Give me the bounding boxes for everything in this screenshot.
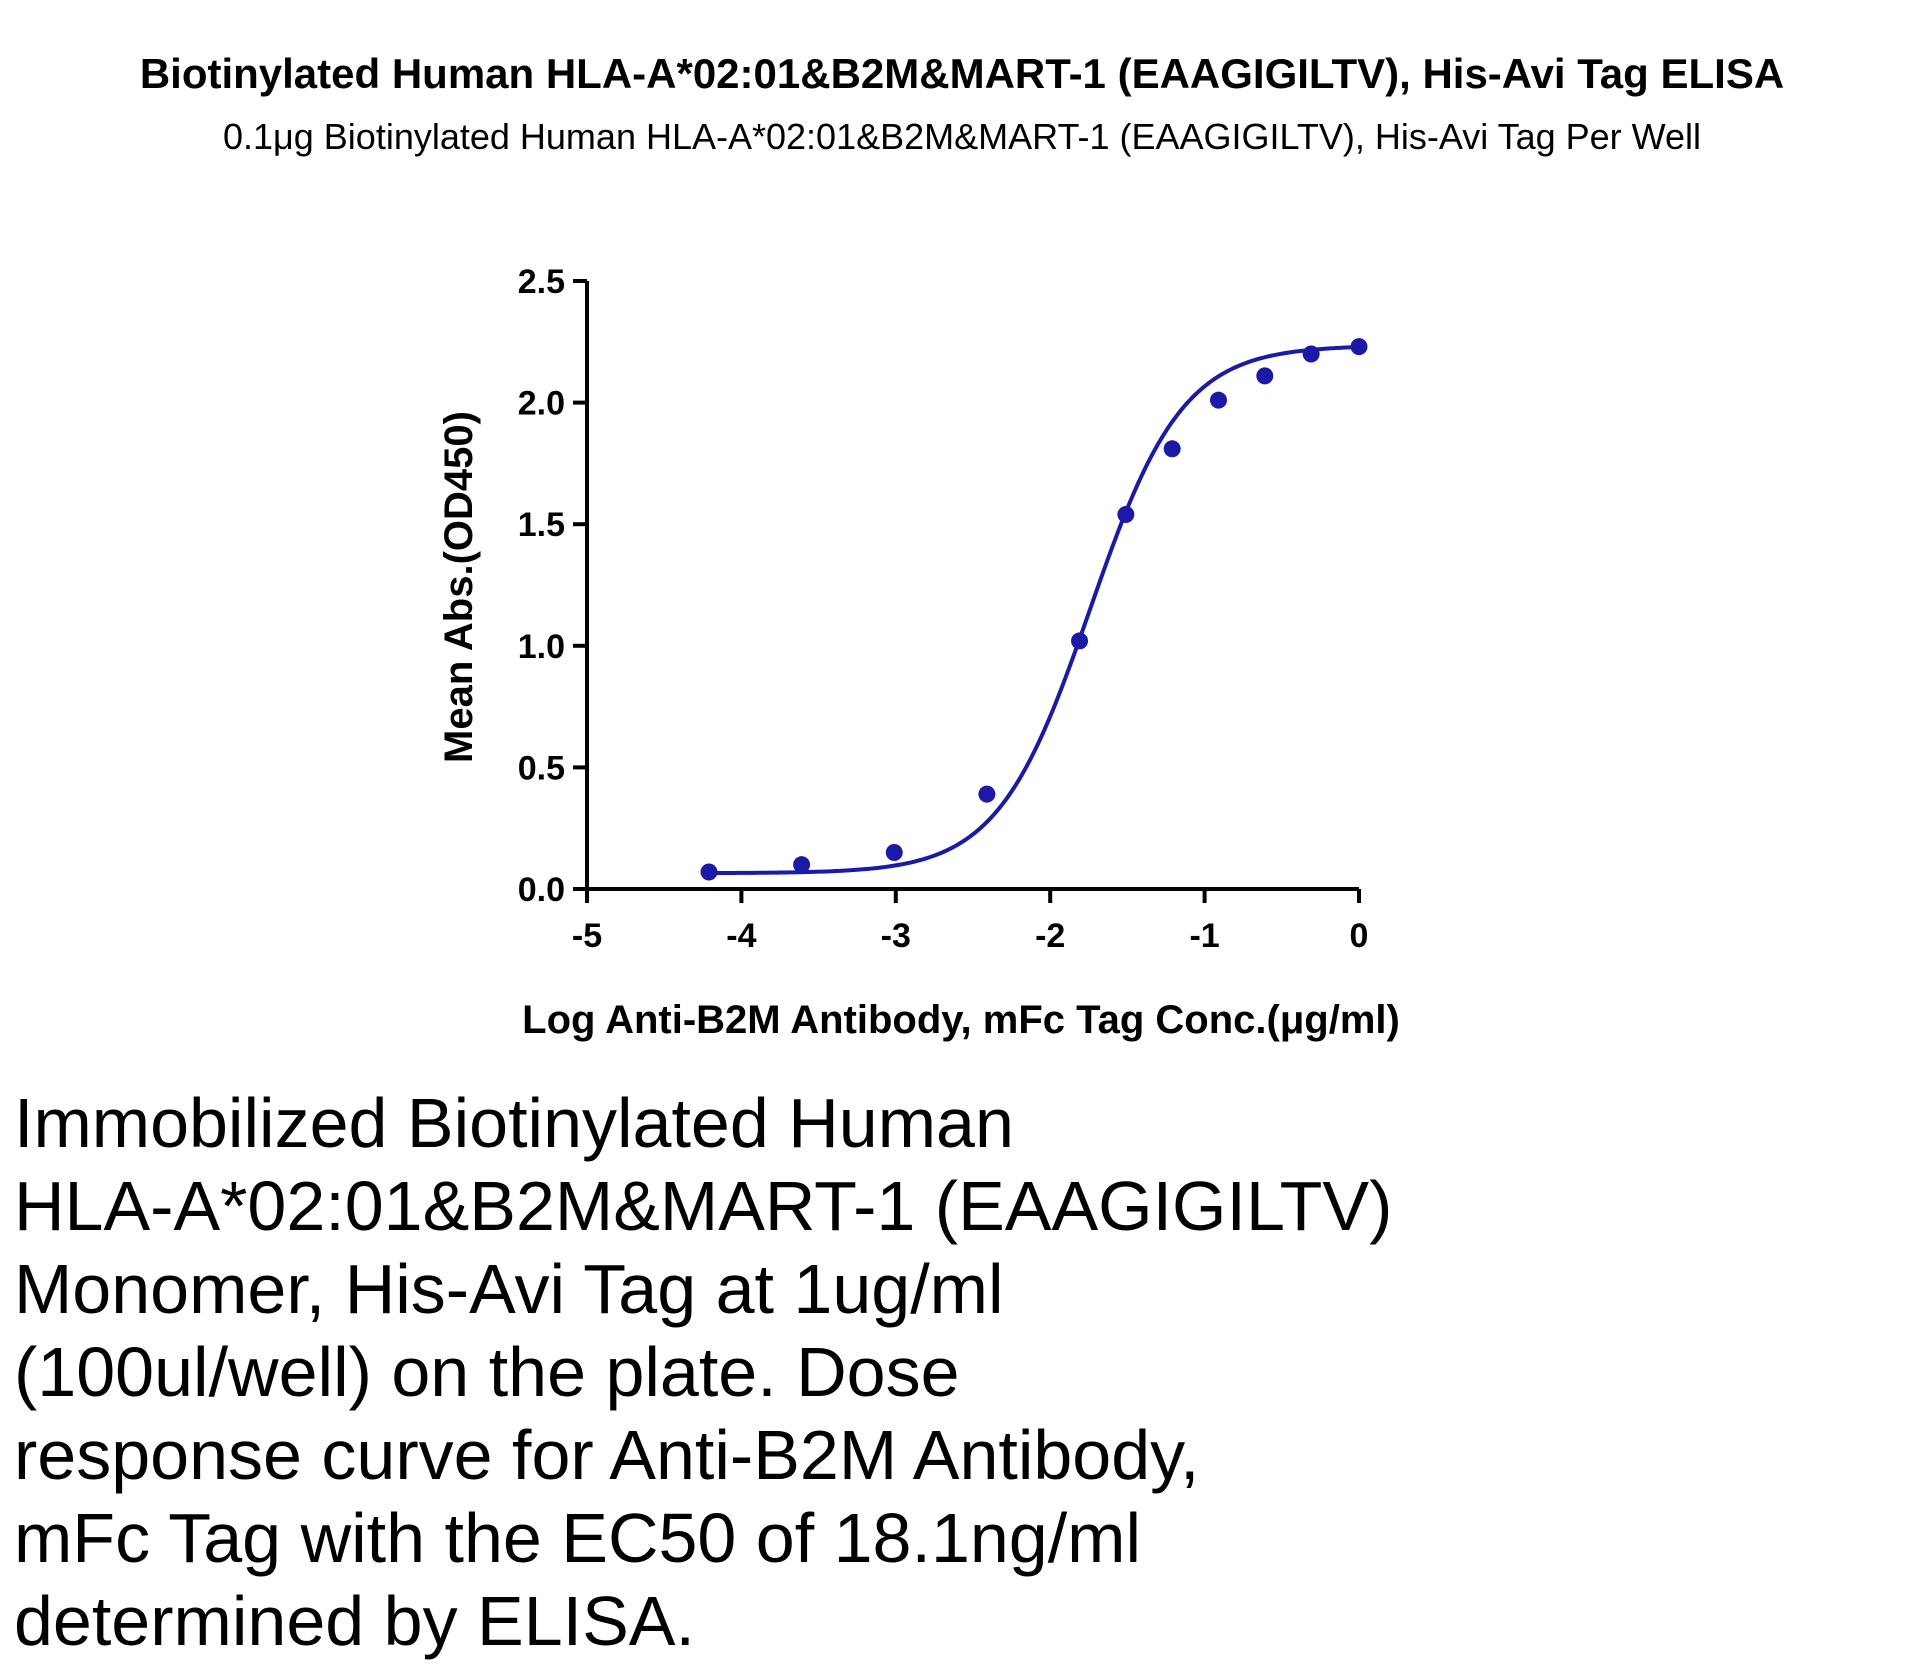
y-tick-label: 0.5 bbox=[518, 749, 565, 787]
caption-line: response curve for Anti-B2M Antibody, bbox=[14, 1416, 1200, 1494]
dose-response-chart: -5 -4 -3 -2 -1 0 0.0 0.5 1.0 1.5 2.0 2.5 Log Anti-B… bbox=[437, 263, 1400, 1042]
x-tick-label: -3 bbox=[881, 917, 911, 955]
x-tick-label: -5 bbox=[572, 917, 602, 955]
data-point bbox=[1302, 345, 1320, 363]
data-point bbox=[885, 844, 903, 862]
y-tick-label: 2.0 bbox=[518, 385, 565, 423]
y-tick-label: 0.0 bbox=[518, 871, 565, 909]
y-tick-label: 2.5 bbox=[518, 263, 565, 301]
chart-title: Biotinylated Human HLA-A*02:01&B2M&MART-… bbox=[139, 50, 1785, 97]
y-axis-label: Mean Abs.(OD450) bbox=[437, 411, 481, 763]
data-points bbox=[700, 338, 1368, 881]
y-tick-label: 1.0 bbox=[518, 628, 565, 666]
data-point bbox=[1209, 391, 1227, 409]
ticks: -5 -4 -3 -2 -1 0 0.0 0.5 1.0 1.5 2.0 2.5 bbox=[518, 263, 1369, 955]
y-tick-label: 1.5 bbox=[518, 506, 565, 544]
fit-curve bbox=[708, 345, 1360, 876]
caption-line: HLA-A*02:01&B2M&MART-1 (EAAGIGILTV) bbox=[14, 1167, 1393, 1245]
caption-line: Monomer, His-Avi Tag at 1ug/ml bbox=[14, 1250, 1004, 1328]
chart-subtitle: 0.1μg Biotinylated Human HLA-A*02:01&B2M… bbox=[222, 116, 1701, 157]
x-tick-label: -2 bbox=[1035, 917, 1065, 955]
x-axis-label: Log Anti-B2M Antibody, mFc Tag Conc.(μg/… bbox=[522, 998, 1400, 1042]
data-point bbox=[700, 863, 718, 881]
data-point bbox=[978, 785, 996, 803]
data-point bbox=[1071, 632, 1089, 650]
x-tick-label: 0 bbox=[1350, 917, 1369, 955]
data-point bbox=[1117, 505, 1135, 523]
data-point bbox=[1350, 338, 1368, 356]
caption-line: (100ul/well) on the plate. Dose bbox=[14, 1333, 960, 1411]
x-tick-label: -4 bbox=[726, 917, 756, 955]
data-point bbox=[1256, 367, 1274, 385]
caption: Immobilized Biotinylated Human HLA-A*02:0… bbox=[14, 1082, 1534, 1663]
caption-line: determined by ELISA. bbox=[14, 1582, 695, 1660]
caption-line: Immobilized Biotinylated Human bbox=[14, 1084, 1014, 1162]
caption-line: mFc Tag with the EC50 of 18.1ng/ml bbox=[14, 1499, 1142, 1577]
x-tick-label: -1 bbox=[1189, 917, 1219, 955]
axes bbox=[585, 281, 1359, 891]
data-point bbox=[1163, 440, 1181, 458]
data-point bbox=[793, 856, 811, 874]
